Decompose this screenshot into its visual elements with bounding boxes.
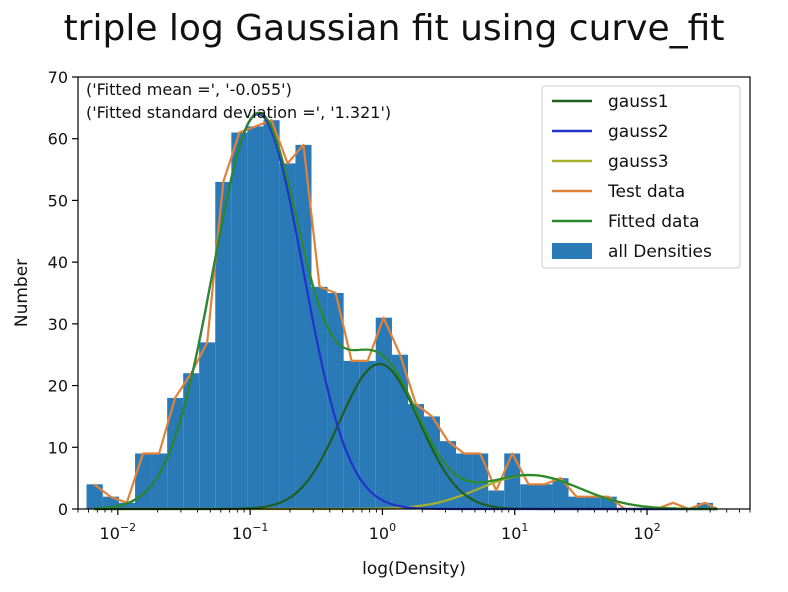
histogram-bar-17 [359,360,376,509]
histogram-bars [86,120,713,510]
y-axis-label: Number [12,259,32,327]
histogram-bar-6 [183,373,200,509]
histogram-bar-30 [568,496,585,509]
histogram-bar-0 [86,484,103,509]
histogram-bar-38 [696,502,713,509]
legend-item-fitted-data: Fitted data [552,212,700,232]
legend-item-all-densities: all Densities [552,242,712,262]
legend-item-gauss1: gauss1 [552,92,669,112]
annotation-fitted-std: ('Fitted standard deviation =', '1.321') [86,103,391,122]
histogram-bar-15 [327,293,344,509]
histogram-bar-26 [504,453,521,509]
legend-label: Test data [607,182,685,202]
histogram-bar-3 [135,453,151,509]
legend-item-gauss2: gauss2 [552,122,669,142]
histogram-bar-9 [231,132,248,510]
histogram-bar-7 [199,342,216,509]
legend: gauss1 gauss2 gauss3 Test data Fitted data al… [541,85,741,269]
y-tick-label: 30 [48,315,68,334]
x-tick-label: 100 [369,521,396,543]
series-line-test-data [93,119,718,511]
legend-label: gauss3 [608,152,669,172]
histogram-bar-2 [118,502,136,509]
histogram-bar-11 [263,120,280,509]
series-line-fitted-data [93,111,718,511]
histogram-bar-18 [375,317,392,509]
legend-label: all Densities [608,242,712,262]
legend-swatch [552,243,592,259]
histogram-bar-8 [215,181,232,509]
legend-label: gauss2 [608,122,669,142]
histogram-bar-31 [584,496,601,509]
histogram-bar-20 [407,404,424,509]
y-tick-label: 40 [48,253,68,272]
histogram-bar-12 [279,163,296,509]
x-axis-label: log(Density) [362,559,466,579]
x-tick-label: 10−2 [100,521,137,543]
y-tick-label: 50 [48,191,68,210]
x-tick-label: 101 [501,521,528,543]
legend-label: Fitted data [608,212,700,232]
x-tick-label: 102 [633,521,660,543]
annotation-fitted-mean: ('Fitted mean =', '-0.055') [86,80,292,99]
histogram-bar-28 [536,484,553,509]
histogram-bar-27 [520,484,537,509]
y-tick-label: 70 [48,68,68,87]
histogram-bar-29 [552,478,569,509]
axes: 0 10 20 30 40 50 60 70 10−2 10−1 100 101 102 [48,68,751,543]
histogram-bar-25 [488,490,505,509]
histogram-bar-10 [247,126,264,509]
histogram-bar-19 [391,354,408,509]
histogram-bar-13 [295,144,312,509]
legend-item-test-data: Test data [552,182,685,202]
legend-item-gauss3: gauss3 [552,152,669,172]
legend-label: gauss1 [608,92,669,112]
y-tick-label: 60 [48,130,68,149]
legend-box [541,85,741,269]
y-tick-label: 0 [58,500,68,519]
x-tick-label: 10−1 [232,521,269,543]
chart-title: triple log Gaussian fit using curve_fit [63,8,725,49]
plot-frame [77,76,751,510]
y-tick-label: 20 [48,377,68,396]
y-tick-label: 10 [48,438,68,457]
